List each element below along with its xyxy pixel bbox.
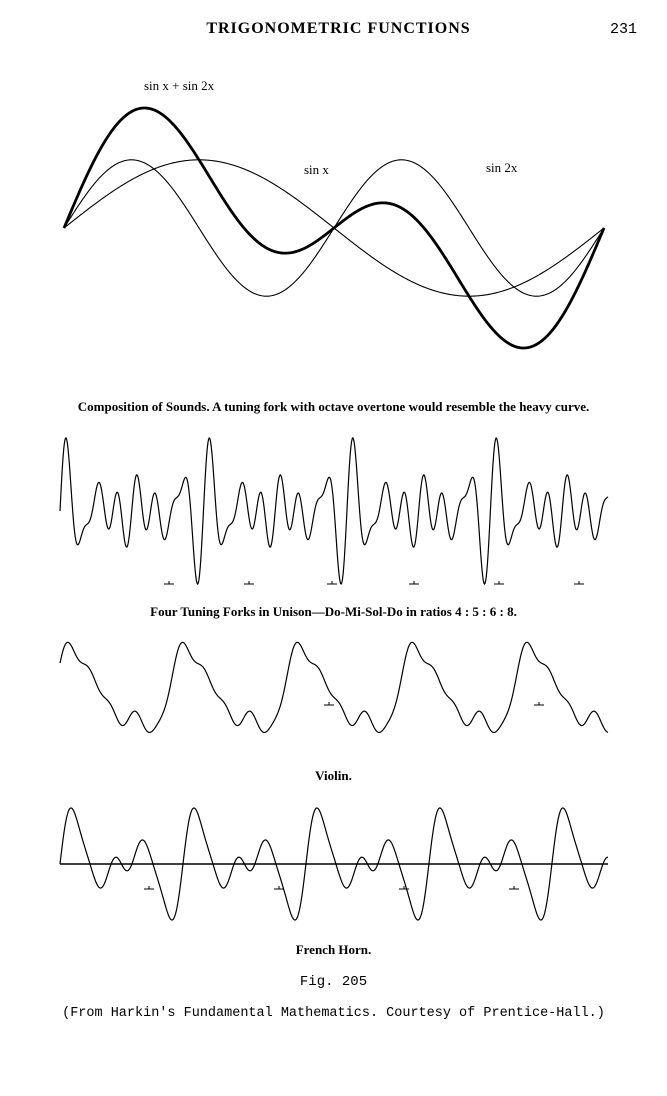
horn-caption: French Horn. bbox=[30, 942, 637, 958]
svg-text:sin x: sin x bbox=[304, 162, 329, 177]
violin-caption: Violin. bbox=[30, 768, 637, 784]
forks-chart bbox=[30, 426, 637, 596]
page-header: TRIGONOMETRIC FUNCTIONS 231 bbox=[30, 20, 637, 38]
composition-chart: sin x sin 2x sin x + sin 2x bbox=[30, 68, 637, 388]
page-title: TRIGONOMETRIC FUNCTIONS bbox=[75, 20, 602, 38]
violin-chart bbox=[30, 630, 637, 760]
composition-caption: Composition of Sounds. A tuning fork wit… bbox=[30, 398, 637, 416]
violin-svg bbox=[54, 630, 614, 760]
source-line: (From Harkin's Fundamental Mathematics. … bbox=[30, 1006, 637, 1021]
figure-number: Fig. 205 bbox=[30, 974, 637, 990]
composition-svg: sin x sin 2x sin x + sin 2x bbox=[54, 68, 614, 388]
page-number: 231 bbox=[597, 21, 637, 38]
forks-caption: Four Tuning Forks in Unison—Do-Mi-Sol-Do… bbox=[30, 604, 637, 620]
horn-svg bbox=[54, 794, 614, 934]
forks-svg bbox=[54, 426, 614, 596]
svg-text:sin x + sin 2x: sin x + sin 2x bbox=[144, 78, 215, 93]
horn-chart bbox=[30, 794, 637, 934]
svg-text:sin 2x: sin 2x bbox=[486, 160, 518, 175]
